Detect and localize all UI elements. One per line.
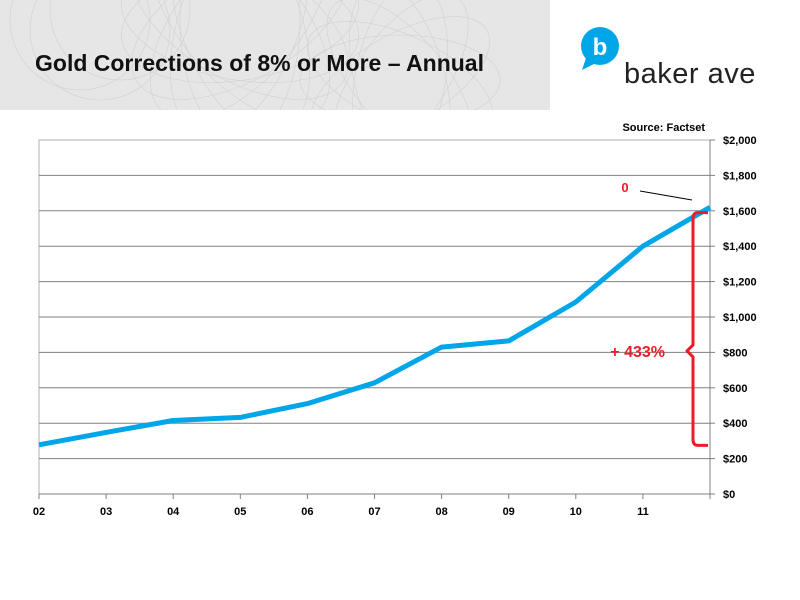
y-tick-label: $1,400: [723, 241, 757, 253]
logo-bubble-icon: b: [581, 27, 619, 70]
x-tick-label: 09: [503, 506, 515, 518]
spirograph-pattern: [9, 0, 501, 110]
x-tick-label: 07: [368, 506, 380, 518]
y-tick-label: $1,000: [723, 312, 757, 324]
y-tick-label: $2,000: [723, 135, 757, 147]
x-tick-label: 11: [637, 506, 649, 518]
x-tick-label: 10: [570, 506, 582, 518]
y-tick-label: $0: [723, 489, 735, 501]
source-label: Source: Factset: [622, 122, 705, 134]
y-tick-label: $1,200: [723, 277, 757, 289]
y-tick-label: $1,600: [723, 206, 757, 218]
corrections-count-label: 0: [621, 180, 628, 195]
x-tick-label: 08: [435, 506, 447, 518]
header-banner: Gold Corrections of 8% or More – Annual: [0, 0, 550, 110]
y-tick-label: $800: [723, 347, 747, 359]
gain-label: + 433%: [610, 344, 665, 361]
y-tick-label: $600: [723, 383, 747, 395]
x-tick-label: 04: [167, 506, 180, 518]
grid-layer: [38, 139, 711, 495]
axis-layer: $0 $200 $400 $600 $800 $1,000 $1,200 $1,400 $1,6…: [33, 122, 757, 518]
x-tick-label: 05: [234, 506, 246, 518]
gain-bracket: [685, 211, 708, 447]
page-title: Gold Corrections of 8% or More – Annual: [35, 50, 484, 76]
y-tick-label: $1,800: [723, 170, 757, 182]
y-tick-label: $200: [723, 454, 747, 466]
annotation-layer: + 433% 0: [610, 180, 708, 447]
x-tick-label: 06: [301, 506, 313, 518]
series-layer: [38, 205, 712, 448]
x-tick-label: 03: [100, 506, 112, 518]
logo-text: baker ave: [624, 58, 756, 90]
line-chart: $0 $200 $400 $600 $800 $1,000 $1,200 $1,400 $1,6…: [33, 122, 757, 518]
x-tick-label: 02: [33, 506, 45, 518]
callout-line: [639, 190, 693, 201]
logo-letter: b: [593, 34, 608, 61]
y-tick-label: $400: [723, 418, 747, 430]
